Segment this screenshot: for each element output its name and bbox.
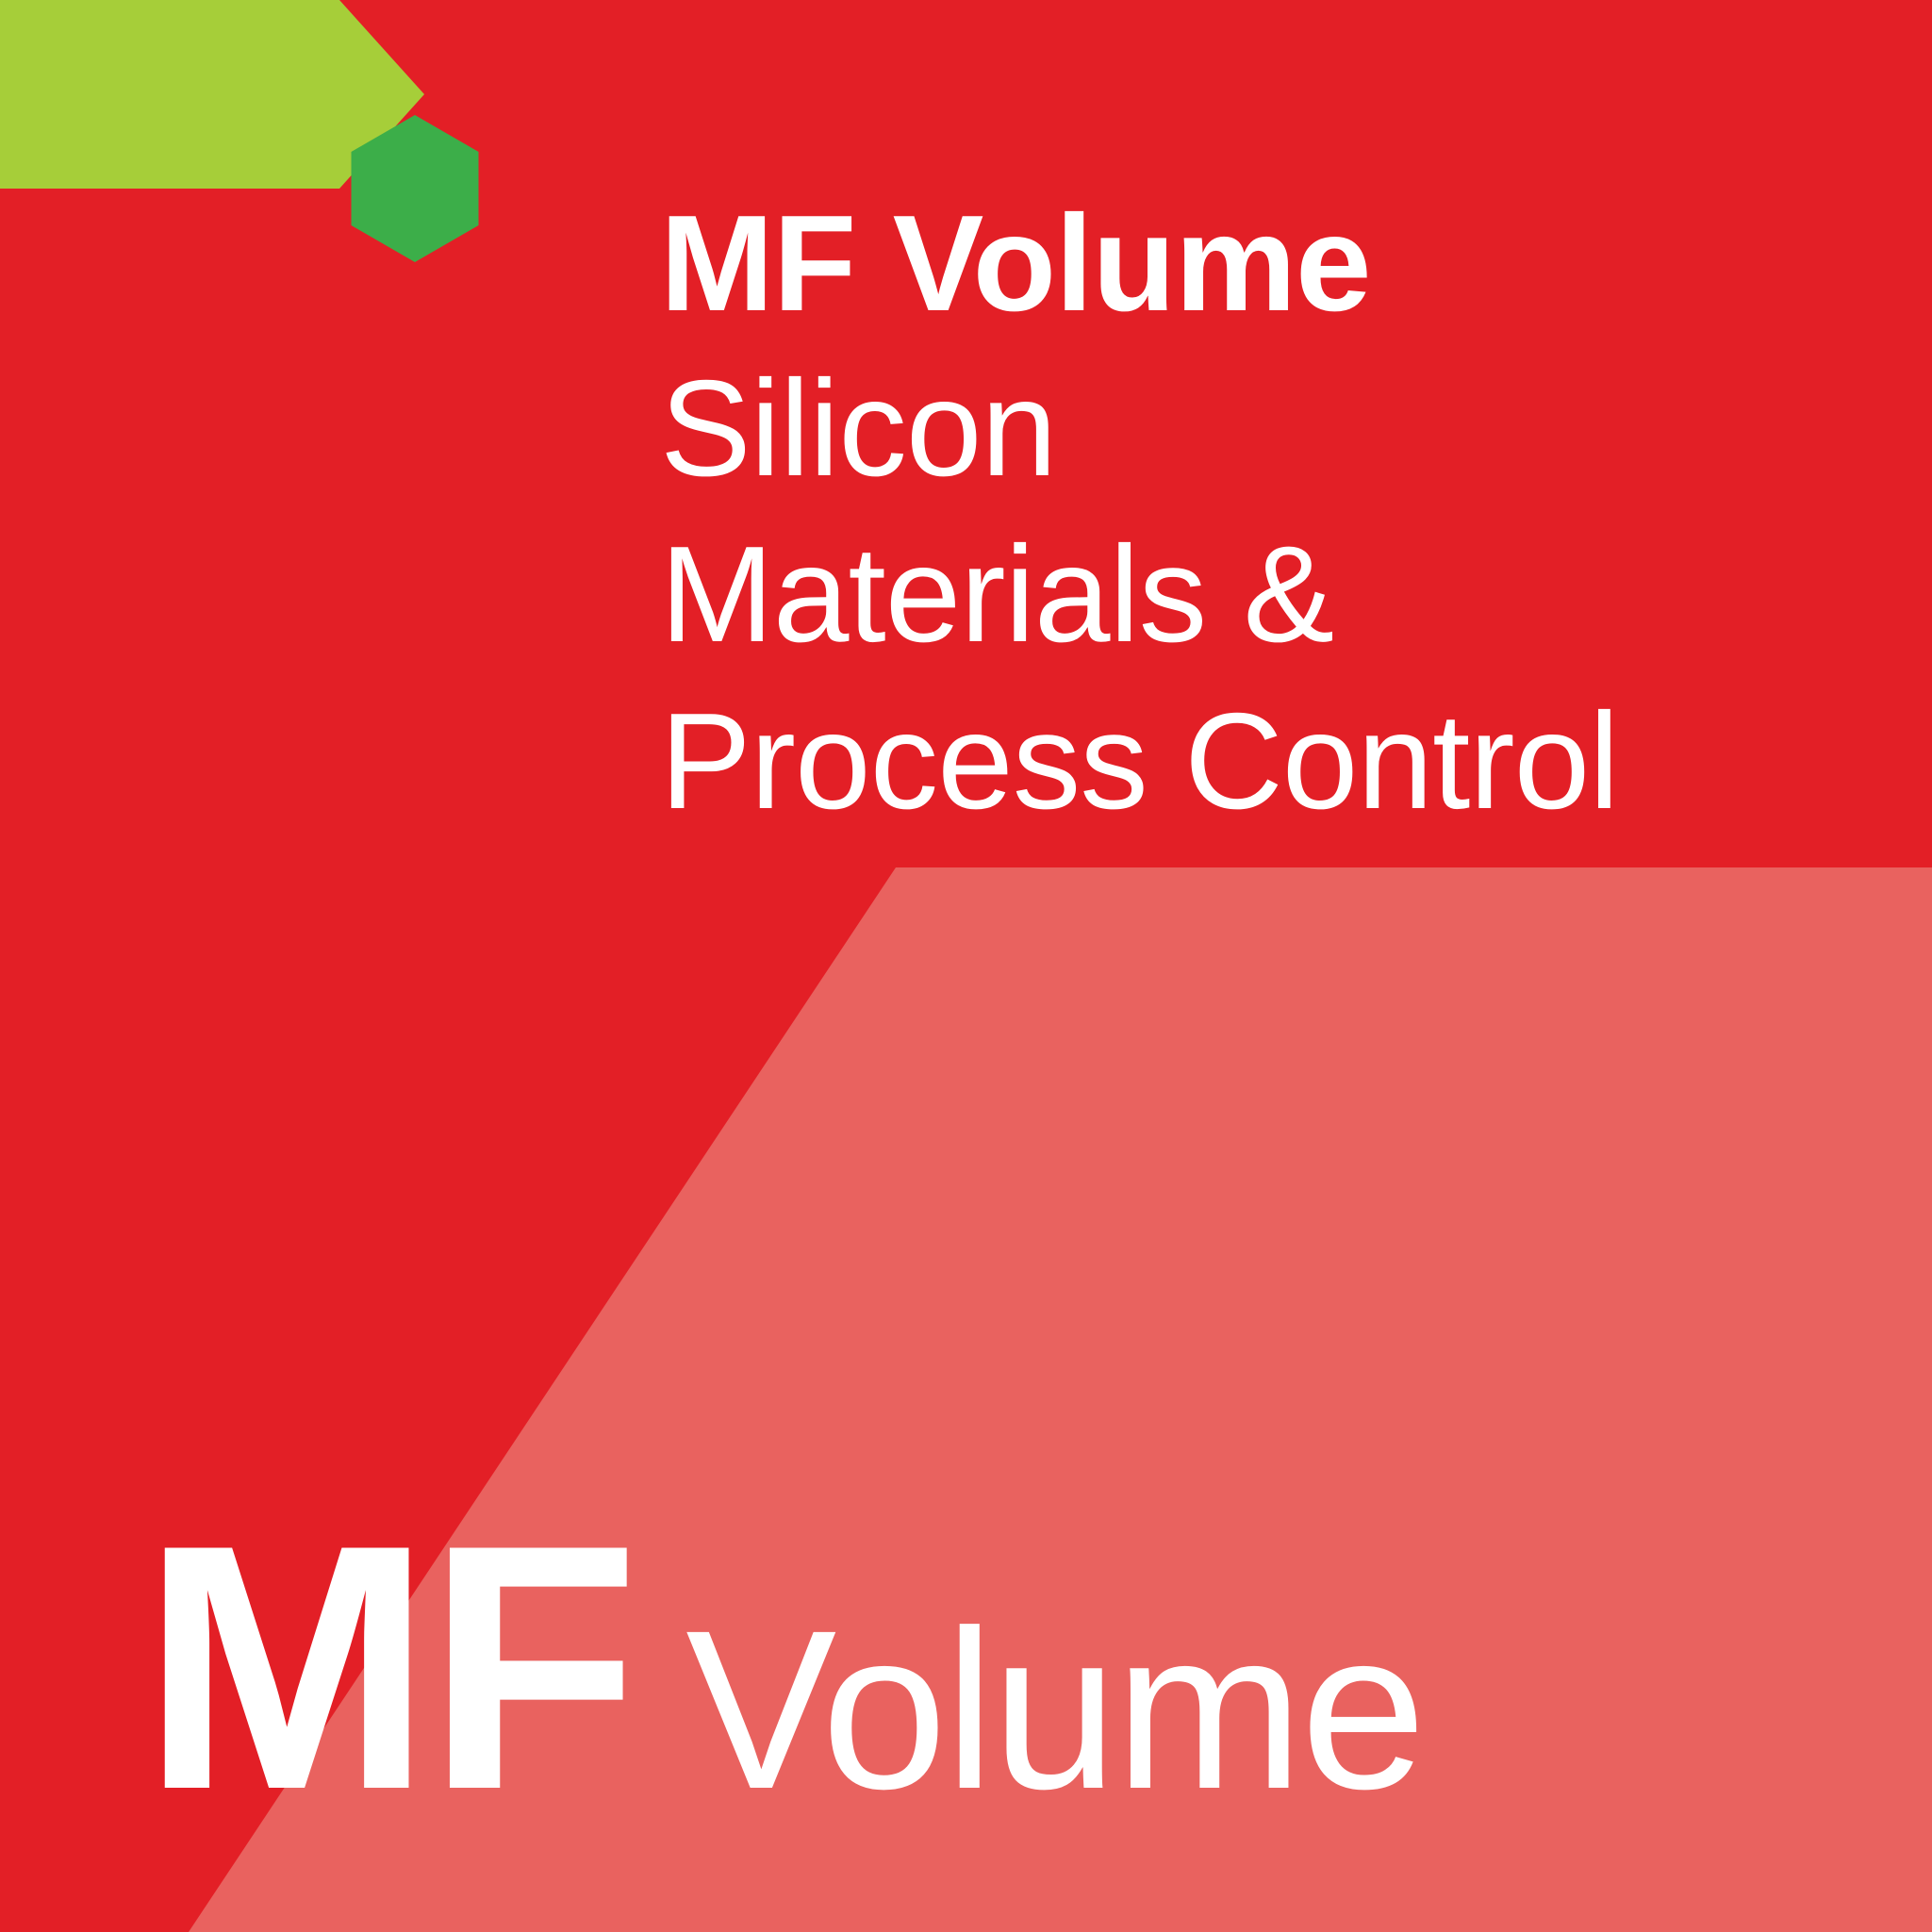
subtitle-line-3: Process Control: [660, 678, 1619, 845]
cover-canvas: MF Volume Silicon Materials & Process Co…: [0, 0, 1932, 1932]
subtitle-line-2: Materials &: [660, 511, 1619, 678]
title-subtitle: Silicon Materials & Process Control: [660, 345, 1619, 846]
title-bold-line: MF Volume: [660, 189, 1619, 339]
footer-block: MF Volume: [141, 1494, 1424, 1842]
footer-small-text: Volume: [685, 1596, 1424, 1823]
title-block: MF Volume Silicon Materials & Process Co…: [660, 189, 1619, 845]
subtitle-line-1: Silicon: [660, 345, 1619, 512]
footer-big-text: MF: [141, 1494, 634, 1842]
